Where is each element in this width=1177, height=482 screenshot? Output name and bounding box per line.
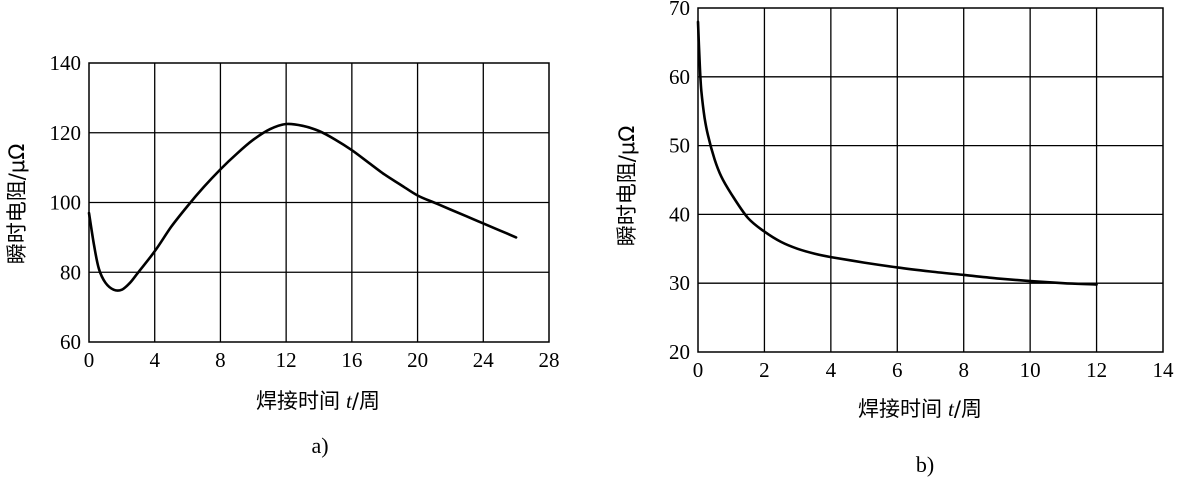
x-axis-label-text: 焊接时间 <box>256 389 340 413</box>
chart-caption: b) <box>916 452 934 477</box>
plot-frame <box>697 7 1164 353</box>
x-tick-label: 4 <box>826 358 837 382</box>
y-tick-label: 30 <box>669 271 690 295</box>
y-tick-label: 60 <box>669 65 690 89</box>
x-axis-label-text: 焊接时间 <box>858 397 942 421</box>
x-tick-label: 8 <box>958 358 969 382</box>
x-tick-label: 8 <box>215 348 226 372</box>
y-tick-label: 20 <box>669 340 690 364</box>
x-tick-label: 6 <box>892 358 903 382</box>
y-tick-label: 70 <box>669 0 690 20</box>
y-tick-label: 100 <box>50 191 82 215</box>
y-tick-label: 50 <box>669 134 690 158</box>
x-axis-label: 焊接时间 t/周 <box>256 389 380 413</box>
x-tick-label: 20 <box>407 348 428 372</box>
y-axis-label: 瞬时电阻/μΩ <box>615 126 639 246</box>
x-tick-label: 0 <box>693 358 704 382</box>
x-axis-label-unit: /周 <box>352 389 380 413</box>
x-tick-label: 2 <box>759 358 770 382</box>
x-axis-label-variable: t <box>346 389 353 413</box>
chart-caption: a) <box>311 433 328 458</box>
x-tick-label: 0 <box>84 348 95 372</box>
x-axis-label: 焊接时间 t/周 <box>858 397 982 421</box>
data-series-line <box>87 122 518 292</box>
chart-b: 0 2 4 6 8 10 12 14 20 30 40 50 60 70 焊接时间 t/周 瞬时电阻/μΩ b) <box>615 0 1174 477</box>
y-axis-label: 瞬时电阻/μΩ <box>5 144 29 264</box>
x-tick-label: 4 <box>149 348 160 372</box>
plot-frame <box>88 62 550 343</box>
x-tick-label: 10 <box>1020 358 1041 382</box>
x-tick-label: 12 <box>276 348 297 372</box>
y-tick-label: 80 <box>60 260 81 284</box>
x-tick-label: 24 <box>473 348 495 372</box>
y-tick-label: 60 <box>60 330 81 354</box>
x-tick-label: 16 <box>341 348 362 372</box>
y-tick-label: 40 <box>669 202 690 226</box>
x-axis-label-variable: t <box>948 397 955 421</box>
y-tick-label: 120 <box>50 121 82 145</box>
x-axis-label-unit: /周 <box>954 397 982 421</box>
x-tick-label: 28 <box>539 348 560 372</box>
x-tick-label: 14 <box>1153 358 1175 382</box>
x-tick-label: 12 <box>1086 358 1107 382</box>
data-series-line <box>696 20 1098 286</box>
chart-a: 0 4 8 12 16 20 24 28 60 80 100 120 140 焊接时间 t/周 瞬时电阻/μΩ… <box>5 51 560 458</box>
y-tick-label: 140 <box>50 51 82 75</box>
